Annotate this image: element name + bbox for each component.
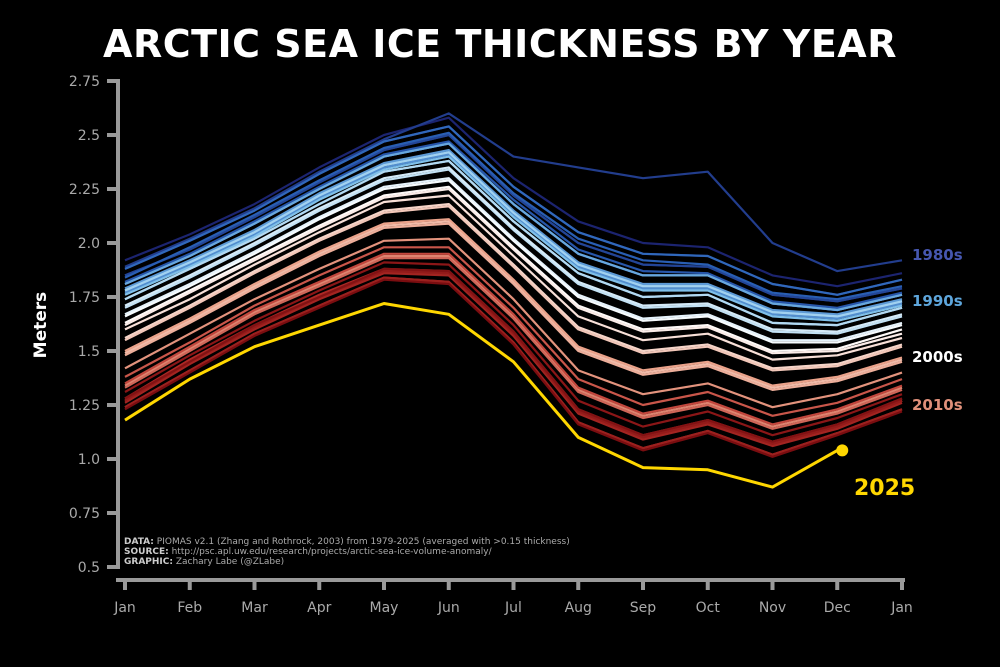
series-line-2008 — [124, 222, 903, 391]
chart-title: ARCTIC SEA ICE THICKNESS BY YEAR — [103, 22, 897, 66]
series-line-2002 — [124, 185, 903, 353]
credit-graphic: GRAPHIC: Zachary Labe (@ZLabe) — [124, 557, 285, 567]
series-line-1997 — [124, 159, 903, 327]
series-line-1986 — [124, 131, 903, 301]
series-line-1996 — [124, 151, 903, 318]
label-2025: 2025 — [854, 476, 916, 501]
series-line-1979 — [124, 116, 903, 288]
y-tick-label: 1.0 — [78, 452, 100, 468]
label-2010s: 2010s — [912, 396, 963, 414]
y-tick-label: 0.5 — [78, 560, 100, 576]
series-line-2006 — [124, 205, 903, 372]
credit-data: DATA: PIOMAS v2.1 (Zhang and Rothrock, 2… — [124, 537, 570, 547]
x-tick-label: May — [370, 600, 399, 616]
x-tick-label: Jan — [113, 600, 136, 616]
label-2000s: 2000s — [912, 348, 963, 366]
series-line-1987 — [124, 125, 903, 296]
y-tick-label: 1.5 — [78, 344, 100, 360]
y-tick-label: 1.75 — [69, 290, 100, 306]
series-line-2021 — [124, 270, 903, 445]
label-1980s: 1980s — [912, 246, 963, 264]
series-line-2015 — [124, 252, 903, 426]
series-line-2001 — [124, 179, 903, 344]
series-line-1983 — [124, 133, 903, 303]
series-line-2011 — [124, 254, 903, 428]
series-line-2013 — [124, 257, 903, 430]
x-tick-label: Nov — [759, 600, 786, 616]
series-line-2014 — [124, 246, 903, 417]
y-tick-label: 2.75 — [69, 74, 100, 90]
x-tick-label: Jun — [437, 600, 460, 616]
y-tick-label: 1.25 — [69, 398, 100, 414]
series-line-2004 — [124, 194, 903, 361]
series-line-2022 — [124, 261, 903, 437]
series-line-1994 — [124, 155, 903, 322]
x-tick-label: Feb — [177, 600, 202, 616]
series-line-1992 — [124, 142, 903, 312]
x-tick-label: Oct — [696, 600, 721, 616]
series-line-2024 — [124, 278, 903, 458]
x-tick-label: Jul — [504, 600, 522, 616]
series-line-2019 — [124, 272, 903, 448]
x-tick-label: Apr — [307, 600, 331, 616]
series-line-2007 — [124, 220, 903, 389]
label-1990s: 1990s — [912, 292, 963, 310]
series-line-1982 — [124, 112, 903, 273]
series-line-1999 — [124, 166, 903, 333]
x-tick-label: Dec — [824, 600, 851, 616]
series-line-2000 — [124, 177, 903, 342]
highlight-endpoint-marker — [836, 444, 849, 457]
series-line-2010 — [124, 237, 903, 409]
y-tick-label: 2.5 — [78, 128, 100, 144]
credit-source: SOURCE: http://psc.apl.uw.edu/research/p… — [124, 547, 492, 557]
x-tick-label: Mar — [241, 600, 268, 616]
series-line-1991 — [124, 149, 903, 316]
y-tick-label: 2.0 — [78, 236, 100, 252]
series-line-2003 — [124, 187, 903, 355]
series-line-2020 — [124, 276, 903, 456]
series-line-1985 — [124, 140, 903, 309]
series-line-2023 — [124, 267, 903, 443]
x-tick-label: Aug — [565, 600, 592, 616]
series-line-2009 — [124, 218, 903, 387]
x-tick-label: Sep — [630, 600, 657, 616]
x-tick-label: Jan — [890, 600, 913, 616]
y-tick-label: 0.75 — [69, 506, 100, 522]
series-line-2005 — [124, 203, 903, 370]
series-line-2025 — [124, 302, 839, 489]
y-tick-label: 2.25 — [69, 182, 100, 198]
credits: DATA: PIOMAS v2.1 (Zhang and Rothrock, 2… — [124, 537, 570, 567]
series-line-1998 — [124, 168, 903, 335]
series-line-1990 — [124, 153, 903, 320]
